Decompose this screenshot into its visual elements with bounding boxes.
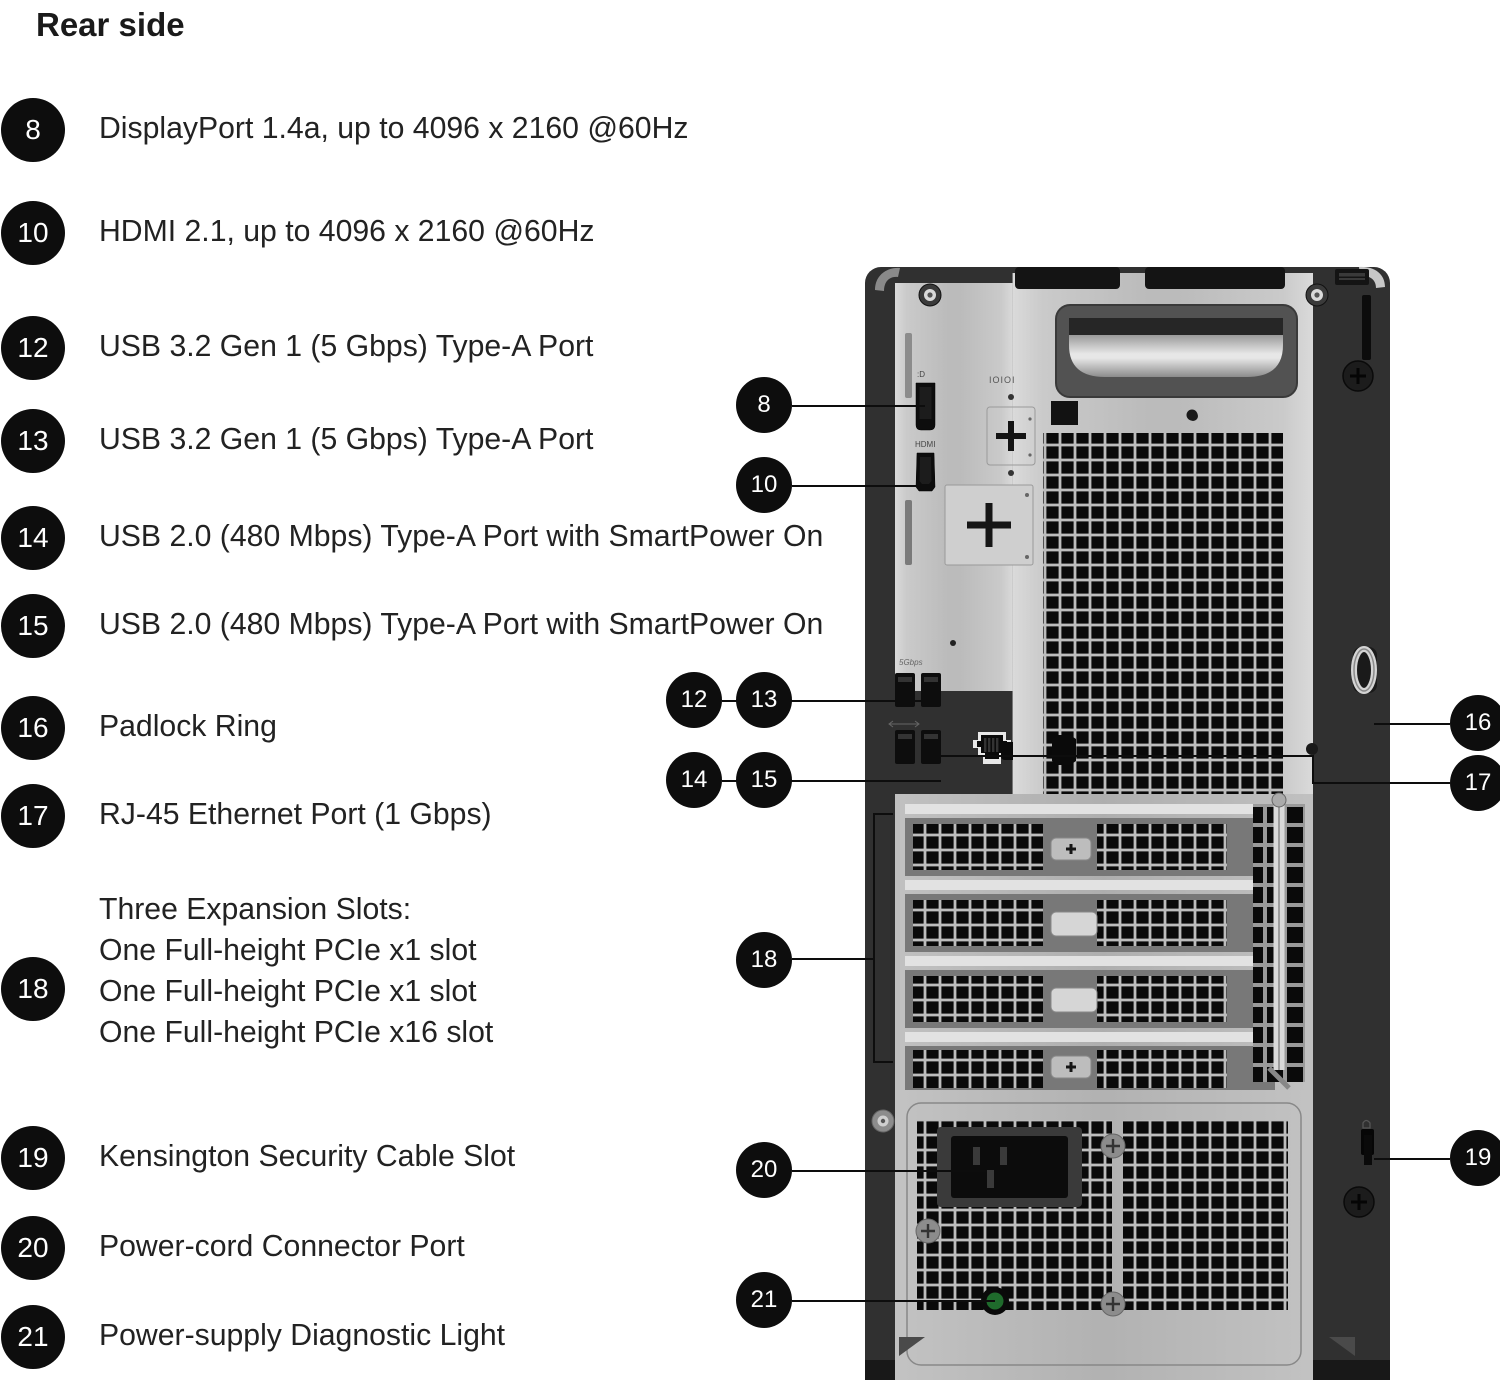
svg-text:5Gbps: 5Gbps bbox=[899, 658, 923, 667]
svg-text::D: :D bbox=[917, 370, 925, 379]
svg-text:HDMI: HDMI bbox=[915, 440, 935, 449]
svg-text:IOIOI: IOIOI bbox=[989, 375, 1016, 385]
